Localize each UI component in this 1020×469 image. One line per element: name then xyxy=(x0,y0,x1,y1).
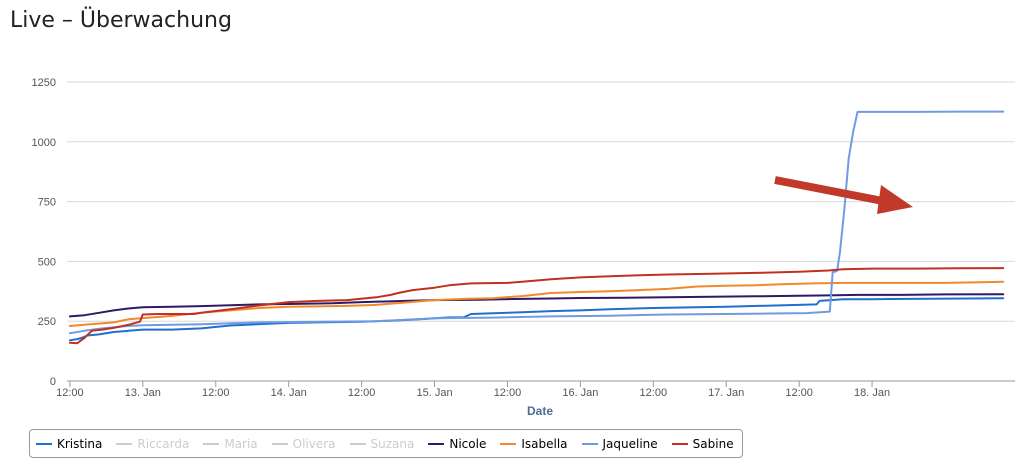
x-tick-label: 17. Jan xyxy=(708,387,744,399)
legend-item-riccarda[interactable]: Riccarda xyxy=(116,437,189,451)
arrow-icon xyxy=(774,176,889,206)
x-tick-label: 13. Jan xyxy=(125,387,161,399)
legend-swatch-icon xyxy=(36,442,52,445)
legend-item-suzana[interactable]: Suzana xyxy=(349,436,415,451)
x-tick-label: 12:00 xyxy=(494,387,522,399)
x-tick-label: 12:00 xyxy=(785,387,813,399)
y-tick-label: 1000 xyxy=(32,137,56,149)
grid-lines xyxy=(67,81,1015,322)
y-axis-ticks: 0 250 500 750 1000 1250 xyxy=(32,77,56,388)
y-tick-label: 250 xyxy=(38,316,56,328)
x-tick-label: 14. Jan xyxy=(271,387,307,399)
legend-item-maria[interactable]: Maria xyxy=(203,436,258,451)
y-tick-label: 750 xyxy=(38,197,56,209)
series-line-sabine xyxy=(68,267,1005,345)
legend-swatch-icon xyxy=(500,442,517,445)
x-tick-label: 18. Jan xyxy=(854,387,890,399)
x-tick-label: 15. Jan xyxy=(416,387,452,399)
legend-label: Isabella xyxy=(521,436,568,451)
legend-item-sabine[interactable]: Sabine xyxy=(671,436,734,451)
series-lines xyxy=(68,110,1005,345)
legend-swatch-icon xyxy=(271,442,288,445)
page-title: Live – Überwachung xyxy=(10,8,232,33)
legend-swatch-icon xyxy=(428,442,445,445)
arrow-head-icon xyxy=(877,185,913,214)
legend-label: Maria xyxy=(224,436,258,451)
legend-label: Olivera xyxy=(292,436,336,451)
series-line-isabella xyxy=(68,280,1005,327)
legend-label: Suzana xyxy=(370,436,415,451)
legend-swatch-icon xyxy=(581,442,598,445)
x-axis-title: Date xyxy=(527,404,553,418)
x-tick-label: 12:00 xyxy=(640,387,668,399)
legend-item-nicole[interactable]: Nicole xyxy=(428,437,486,451)
x-axis: 12:00 13. Jan 12:00 14. Jan 12:00 15. Jan 12:0… xyxy=(56,380,1015,399)
legend-label: Kristina xyxy=(57,436,103,451)
legend-label: Riccarda xyxy=(137,436,190,451)
legend-label: Jaqueline xyxy=(602,436,658,451)
legend-item-jaqueline[interactable]: Jaqueline xyxy=(581,436,658,451)
series-line-kristina xyxy=(68,297,1005,342)
legend-item-olivera[interactable]: Olivera xyxy=(271,436,336,451)
annotation-arrow xyxy=(774,176,913,214)
legend-label: Nicole xyxy=(449,436,487,451)
series-line-jaqueline xyxy=(68,110,1005,335)
x-tick-label: 12:00 xyxy=(202,387,230,399)
legend: Kristina Riccarda Maria Olivera Suzana Nicole… xyxy=(29,429,743,458)
legend-item-kristina[interactable]: Kristina xyxy=(36,437,102,451)
legend-swatch-icon xyxy=(203,442,220,445)
y-tick-label: 500 xyxy=(38,256,56,268)
x-tick-label: 12:00 xyxy=(56,387,84,399)
legend-swatch-icon xyxy=(671,442,688,445)
x-tick-label: 12:00 xyxy=(348,387,376,399)
x-tick-label: 16. Jan xyxy=(562,387,598,399)
legend-swatch-icon xyxy=(116,442,133,445)
legend-label: Sabine xyxy=(692,436,734,451)
y-tick-label: 0 xyxy=(50,376,56,388)
y-tick-label: 1250 xyxy=(32,77,56,89)
legend-item-isabella[interactable]: Isabella xyxy=(500,436,568,451)
legend-swatch-icon xyxy=(349,442,366,445)
